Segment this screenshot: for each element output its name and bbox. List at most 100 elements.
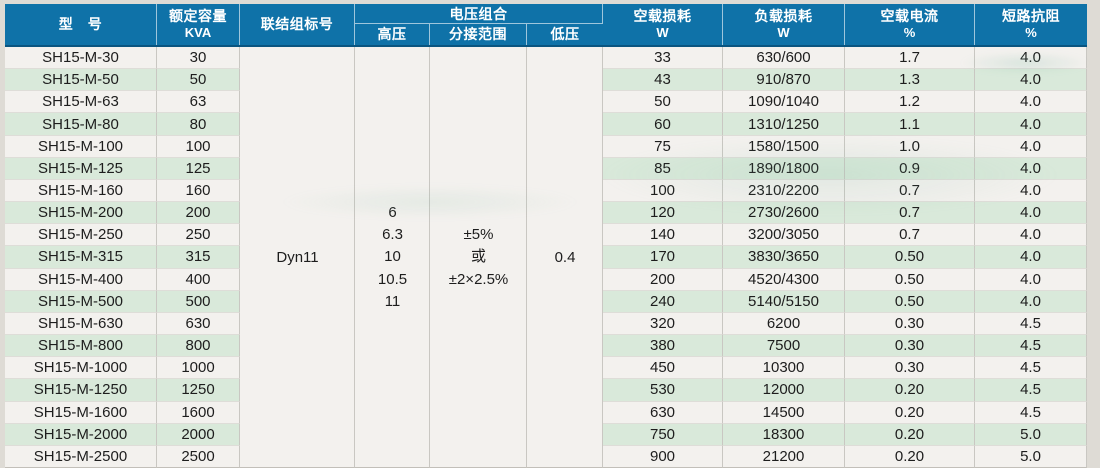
lv-cell: [527, 113, 603, 136]
table-row: SH15-M-315 315 170 3830/3650 0.50 4.0: [5, 246, 1087, 269]
no-load-current-cell: 1.3: [845, 69, 975, 92]
model-cell: SH15-M-500: [5, 290, 157, 313]
hv-cell: [355, 202, 430, 225]
header-no-load-loss-unit: W: [656, 25, 669, 41]
kva-cell: 200: [157, 202, 240, 225]
model-cell: SH15-M-30: [5, 47, 157, 70]
table-row: SH15-M-400 400 200 4520/4300 0.50 4.0: [5, 268, 1087, 291]
impedance-cell: 4.0: [975, 179, 1087, 203]
no-load-loss-cell: 170: [603, 246, 723, 269]
lv-cell: [527, 357, 603, 380]
table-row: SH15-M-800 800 380 7500 0.30 4.5: [5, 335, 1087, 358]
kva-cell: 1250: [157, 379, 240, 402]
no-load-loss-cell: 630: [603, 401, 723, 424]
tap-cell: [430, 268, 527, 291]
no-load-loss-cell: 450: [603, 357, 723, 380]
header-load-loss-unit: W: [777, 25, 790, 41]
kva-cell: 50: [157, 69, 240, 92]
hv-cell: [355, 113, 430, 136]
header-capacity-unit: KVA: [184, 25, 212, 41]
table-row: SH15-M-630 630 320 6200 0.30 4.5: [5, 312, 1087, 336]
hv-cell: [355, 224, 430, 247]
table-row: SH15-M-80 80 60 1310/1250 1.1 4.0: [5, 113, 1087, 136]
load-loss-cell: 7500: [723, 335, 845, 358]
model-cell: SH15-M-400: [5, 268, 157, 291]
no-load-current-cell: 0.50: [845, 290, 975, 313]
model-cell: SH15-M-160: [5, 179, 157, 203]
kva-cell: 125: [157, 157, 240, 180]
tap-cell: [430, 357, 527, 380]
impedance-cell: 4.5: [975, 357, 1087, 380]
lv-cell: [527, 445, 603, 468]
load-loss-cell: 6200: [723, 312, 845, 336]
impedance-cell: 4.0: [975, 290, 1087, 313]
hv-cell: [355, 379, 430, 402]
impedance-cell: 4.5: [975, 401, 1087, 424]
tap-cell: [430, 246, 527, 269]
connection-cell: [240, 268, 355, 291]
model-cell: SH15-M-250: [5, 224, 157, 247]
header-lv-label: 低压: [550, 26, 580, 43]
no-load-current-cell: 0.20: [845, 379, 975, 402]
tap-cell: [430, 312, 527, 336]
lv-cell: [527, 91, 603, 114]
model-cell: SH15-M-200: [5, 202, 157, 225]
header-hv: 高压: [355, 24, 430, 45]
model-cell: SH15-M-2000: [5, 423, 157, 446]
no-load-current-cell: 0.50: [845, 268, 975, 291]
kva-cell: 80: [157, 113, 240, 136]
lv-cell: [527, 312, 603, 336]
connection-cell: [240, 179, 355, 203]
no-load-current-cell: 0.7: [845, 179, 975, 203]
load-loss-cell: 4520/4300: [723, 268, 845, 291]
hv-cell: [355, 91, 430, 114]
header-no-load-loss-label: 空载损耗: [633, 8, 692, 25]
load-loss-cell: 18300: [723, 423, 845, 446]
no-load-loss-cell: 120: [603, 202, 723, 225]
lv-cell: [527, 335, 603, 358]
header-model-label: 型 号: [58, 16, 103, 33]
tap-cell: [430, 202, 527, 225]
connection-cell: [240, 246, 355, 269]
kva-cell: 500: [157, 290, 240, 313]
model-cell: SH15-M-80: [5, 113, 157, 136]
no-load-loss-cell: 380: [603, 335, 723, 358]
connection-cell: [240, 157, 355, 180]
lv-cell: [527, 69, 603, 92]
kva-cell: 2500: [157, 445, 240, 468]
tap-cell: [430, 224, 527, 247]
lv-cell: [527, 268, 603, 291]
table-row: SH15-M-1250 1250 530 12000 0.20 4.5: [5, 379, 1087, 402]
hv-cell: [355, 423, 430, 446]
table-row: SH15-M-63 63 50 1090/1040 1.2 4.0: [5, 91, 1087, 114]
tap-cell: [430, 91, 527, 114]
hv-cell: [355, 135, 430, 158]
connection-cell: [240, 47, 355, 70]
tap-cell: [430, 379, 527, 402]
table-row: SH15-M-250 250 140 3200/3050 0.7 4.0: [5, 224, 1087, 247]
no-load-loss-cell: 320: [603, 312, 723, 336]
load-loss-cell: 12000: [723, 379, 845, 402]
kva-cell: 63: [157, 91, 240, 114]
no-load-current-cell: 0.20: [845, 423, 975, 446]
load-loss-cell: 2310/2200: [723, 179, 845, 203]
no-load-loss-cell: 240: [603, 290, 723, 313]
header-load-loss: 负载损耗 W: [723, 4, 845, 45]
connection-cell: [240, 69, 355, 92]
load-loss-cell: 1890/1800: [723, 157, 845, 180]
kva-cell: 400: [157, 268, 240, 291]
no-load-current-cell: 0.30: [845, 335, 975, 358]
impedance-cell: 4.0: [975, 224, 1087, 247]
load-loss-cell: 1310/1250: [723, 113, 845, 136]
header-hv-label: 高压: [377, 26, 407, 43]
no-load-loss-cell: 33: [603, 47, 723, 70]
kva-cell: 250: [157, 224, 240, 247]
header-no-load-current: 空载电流 %: [845, 4, 975, 45]
kva-cell: 100: [157, 135, 240, 158]
load-loss-cell: 10300: [723, 357, 845, 380]
impedance-cell: 4.0: [975, 135, 1087, 158]
connection-cell: [240, 135, 355, 158]
header-model: 型 号: [5, 4, 157, 45]
model-cell: SH15-M-100: [5, 135, 157, 158]
